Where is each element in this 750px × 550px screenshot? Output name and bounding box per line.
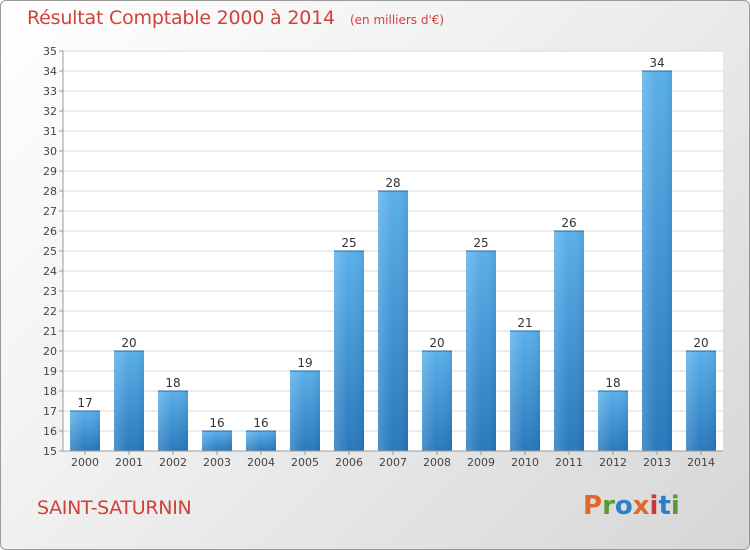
logo-letter: o — [614, 491, 633, 521]
y-tick-label: 23 — [43, 285, 57, 298]
bar-highlight — [114, 351, 144, 451]
y-tick-label: 22 — [43, 305, 57, 318]
y-tick-label: 18 — [43, 385, 57, 398]
y-tick-label: 34 — [43, 65, 57, 78]
y-tick-label: 19 — [43, 365, 57, 378]
bar-highlight — [422, 351, 452, 451]
y-tick-label: 17 — [43, 405, 57, 418]
logo-letter: r — [602, 491, 615, 521]
bar-highlight — [510, 331, 540, 451]
data-label: 16 — [253, 416, 268, 430]
y-tick-label: 33 — [43, 85, 57, 98]
data-label: 18 — [165, 376, 180, 390]
data-label: 25 — [341, 236, 356, 250]
data-label: 20 — [121, 336, 136, 350]
y-tick-label: 35 — [43, 45, 57, 58]
logo-letter: i — [649, 491, 659, 521]
bar-highlight — [202, 431, 232, 451]
x-tick-label: 2010 — [511, 456, 539, 469]
unit-text: (en milliers d'€) — [349, 13, 445, 27]
y-tick-label: 26 — [43, 225, 57, 238]
city-name: SAINT-SATURNIN — [37, 497, 192, 519]
y-tick-label: 20 — [43, 345, 57, 358]
bars — [70, 70, 716, 451]
chart-title: Résultat Comptable 2000 à 2014 (en milli… — [27, 7, 444, 29]
x-tick-label: 2011 — [555, 456, 583, 469]
bar-highlight — [686, 351, 716, 451]
logo-letter: x — [632, 491, 650, 521]
x-tick-label: 2013 — [643, 456, 671, 469]
bar-highlight — [290, 371, 320, 451]
y-tick-label: 16 — [43, 425, 57, 438]
y-tick-label: 31 — [43, 125, 57, 138]
logo-letter: i — [670, 491, 680, 521]
bar-highlight — [466, 251, 496, 451]
data-label: 20 — [429, 336, 444, 350]
y-tick-label: 32 — [43, 105, 57, 118]
x-tick-label: 2003 — [203, 456, 231, 469]
y-tick-label: 25 — [43, 245, 57, 258]
y-tick-label: 28 — [43, 185, 57, 198]
data-label: 26 — [561, 216, 576, 230]
title-text: Résultat Comptable 2000 à 2014 — [27, 7, 335, 29]
y-tick-label: 30 — [43, 145, 57, 158]
x-tick-label: 2004 — [247, 456, 275, 469]
x-tick-label: 2014 — [687, 456, 715, 469]
bar-highlight — [246, 431, 276, 451]
bar-highlight — [334, 251, 364, 451]
x-tick-label: 2001 — [115, 456, 143, 469]
x-tick-label: 2002 — [159, 456, 187, 469]
data-label: 17 — [77, 396, 92, 410]
bar-highlight — [642, 71, 672, 451]
logo-letter: P — [583, 491, 603, 521]
data-label: 28 — [385, 176, 400, 190]
x-tick-label: 2012 — [599, 456, 627, 469]
proxiti-logo: Proxiti — [583, 491, 680, 521]
bar-highlight — [554, 231, 584, 451]
y-tick-label: 29 — [43, 165, 57, 178]
data-label: 18 — [605, 376, 620, 390]
bar-highlight — [70, 411, 100, 451]
data-label: 25 — [473, 236, 488, 250]
x-axis-ticks: 2000 2001 2002 2003 2004 2005 2006 2007 2008 2009… — [71, 451, 715, 469]
data-label: 16 — [209, 416, 224, 430]
data-label: 19 — [297, 356, 312, 370]
bar-highlight — [378, 191, 408, 451]
data-label: 21 — [517, 316, 532, 330]
data-label: 34 — [649, 56, 664, 70]
y-tick-label: 21 — [43, 325, 57, 338]
x-tick-label: 2006 — [335, 456, 363, 469]
x-tick-label: 2007 — [379, 456, 407, 469]
x-tick-label: 2005 — [291, 456, 319, 469]
data-labels: 17 20 18 16 16 19 25 28 20 25 21 26 18 34 20 — [77, 56, 708, 430]
y-tick-label: 15 — [43, 445, 57, 458]
bar-highlight — [158, 391, 188, 451]
x-tick-label: 2000 — [71, 456, 99, 469]
logo-letter: t — [658, 491, 671, 521]
y-axis-ticks: 15 16 17 18 19 20 21 22 23 24 25 26 27 28 29 30 31 32 33 34… — [43, 45, 63, 458]
data-label: 20 — [693, 336, 708, 350]
bar-highlight — [598, 391, 628, 451]
x-tick-label: 2008 — [423, 456, 451, 469]
x-tick-label: 2009 — [467, 456, 495, 469]
y-tick-label: 24 — [43, 265, 57, 278]
y-tick-label: 27 — [43, 205, 57, 218]
